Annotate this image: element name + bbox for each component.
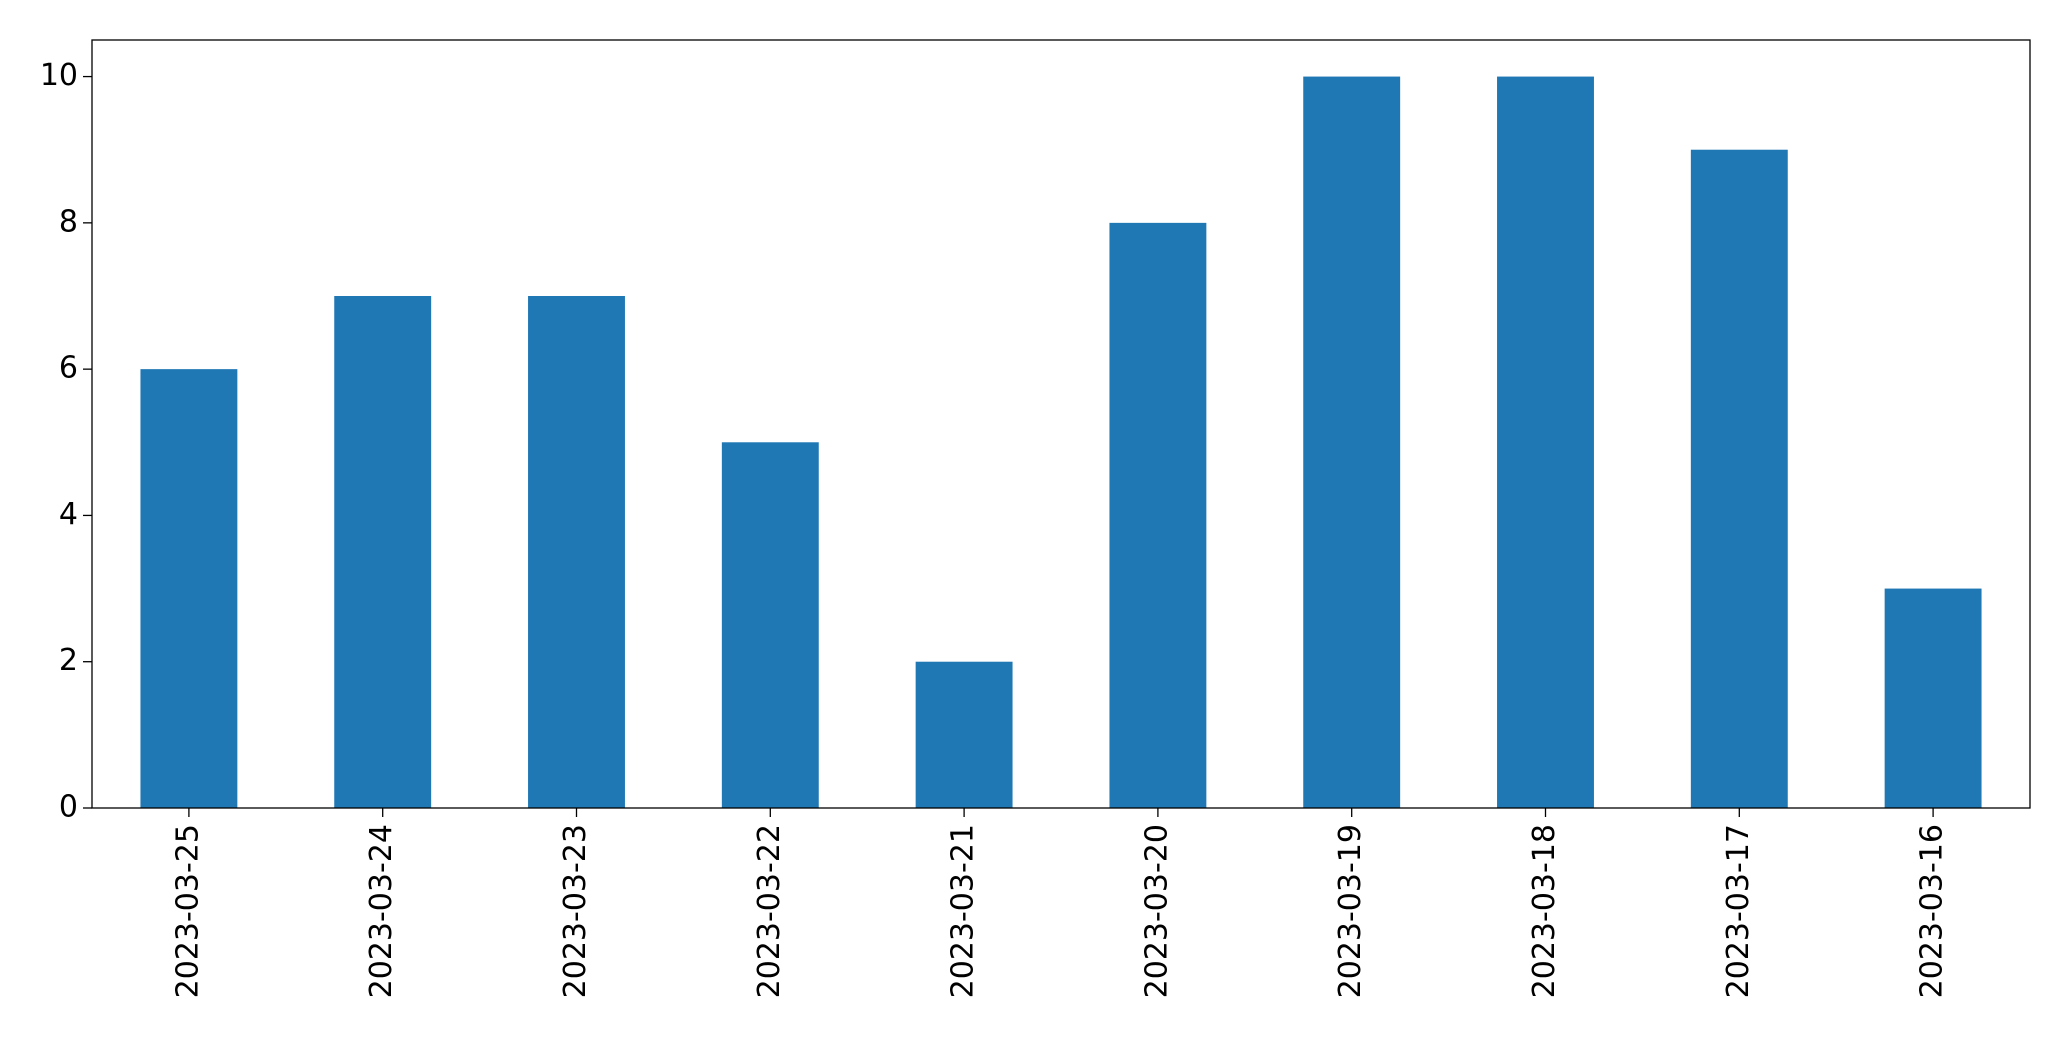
y-tick-label: 6 [59, 351, 78, 386]
x-tick-label: 2023-03-24 [364, 824, 399, 998]
bar [721, 442, 819, 808]
bar [915, 661, 1013, 808]
x-tick-label: 2023-03-20 [1139, 824, 1174, 998]
bar [334, 296, 432, 808]
x-tick-label: 2023-03-18 [1527, 824, 1562, 998]
x-tick-label: 2023-03-22 [752, 824, 787, 998]
bar [1109, 222, 1207, 808]
bar [1884, 588, 1982, 808]
plot-frame [91, 39, 2031, 809]
x-tick-label: 2023-03-21 [946, 824, 981, 998]
bar [1690, 149, 1788, 808]
bar [140, 369, 238, 808]
y-tick-label: 8 [59, 204, 78, 239]
x-tick-label: 2023-03-23 [558, 824, 593, 998]
bar [1303, 76, 1401, 809]
y-tick-label: 10 [40, 58, 78, 93]
y-tick-label: 4 [59, 497, 78, 532]
y-tick-label: 2 [59, 643, 78, 678]
x-tick-label: 2023-03-19 [1333, 824, 1368, 998]
x-tick-label: 2023-03-16 [1915, 824, 1950, 998]
x-tick-label: 2023-03-17 [1721, 824, 1756, 998]
bar [528, 296, 625, 808]
y-tick-label: 0 [59, 790, 78, 825]
x-tick-label: 2023-03-25 [170, 824, 205, 998]
bar [1497, 76, 1594, 809]
